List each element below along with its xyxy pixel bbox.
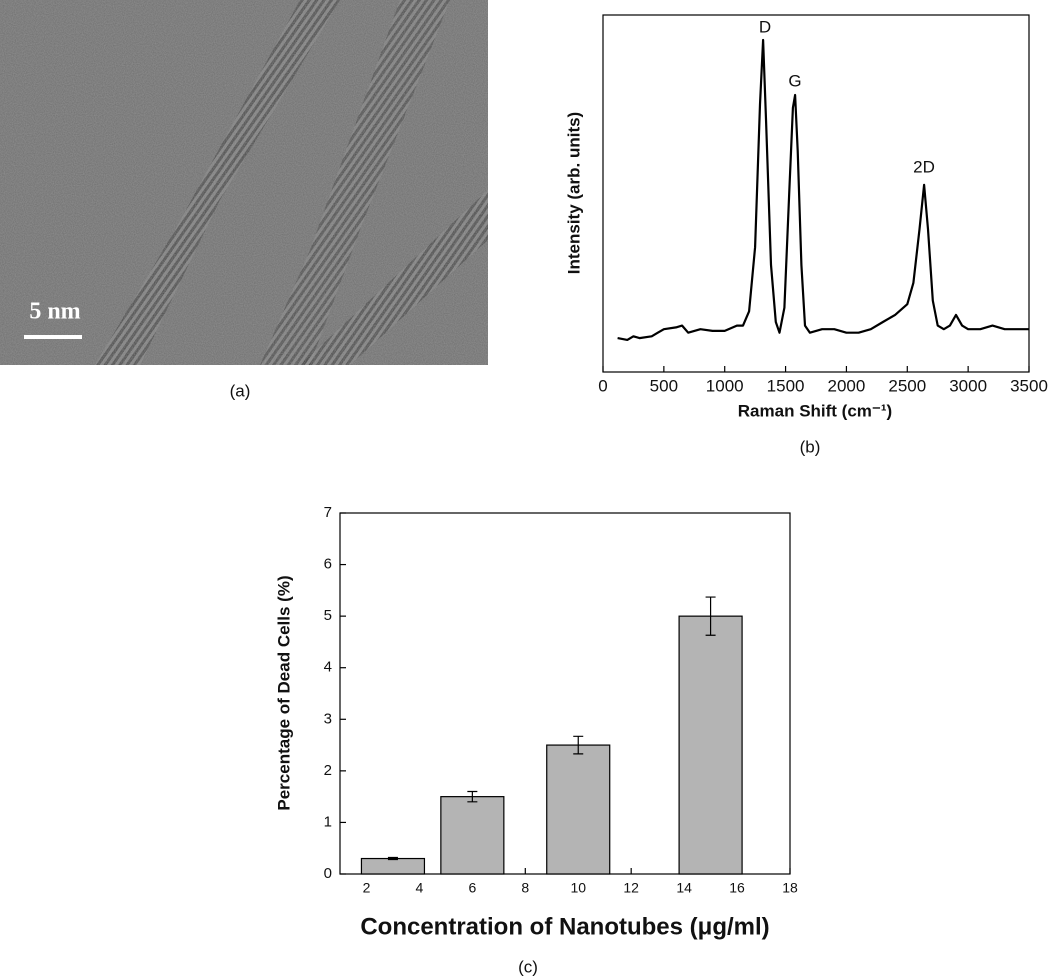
x-tick-label: 3000 [949,376,987,395]
y-tick-label: 1 [324,813,332,830]
caption: (b) [800,437,821,456]
annotation: G [788,71,801,90]
x-tick-label: 2500 [888,376,926,395]
bar [678,615,743,875]
y-tick-label: 0 [324,865,332,882]
x-tick-label: 8 [521,880,529,896]
x-axis-title: Raman Shift (cm⁻¹) [738,401,892,420]
annotation: 2D [913,157,935,176]
x-tick-label: 0 [598,376,607,395]
x-tick-label: 4 [416,880,424,896]
y-tick-label: 6 [324,556,332,573]
x-tick-label: 1000 [706,376,744,395]
x-tick-label: 2 [363,880,371,896]
bar [360,857,426,875]
x-axis-title: Concentration of Nanotubes (μg/ml) [360,913,769,940]
scale-bar-label: 5 nm [29,299,80,325]
y-axis-title: Percentage of Dead Cells (%) [274,575,293,810]
spectrum-line [617,38,1029,341]
error-bar [705,596,716,636]
x-tick-label: 500 [650,376,678,395]
y-axis-title: Intensity (arb. units) [564,112,583,274]
annotation: D [759,17,771,36]
x-tick-label: 12 [623,880,639,896]
caption: (c) [518,957,538,976]
x-tick-label: 1500 [767,376,805,395]
y-tick-label: 4 [324,659,332,676]
x-tick-label: 16 [729,880,745,896]
y-tick-label: 2 [324,762,332,779]
y-tick-label: 5 [324,607,332,624]
x-tick-label: 18 [782,880,798,896]
plot-frame [602,14,1030,373]
caption: (a) [230,381,251,400]
x-tick-label: 2000 [828,376,866,395]
x-tick-label: 14 [676,880,692,896]
x-tick-label: 6 [468,880,476,896]
y-tick-label: 3 [324,710,332,727]
x-tick-label: 3500 [1010,376,1048,395]
x-tick-label: 10 [570,880,586,896]
tem-image [0,0,488,365]
error-bar [573,735,584,755]
error-bar [467,790,478,803]
error-bar [387,856,398,861]
bar [440,796,505,875]
bar [546,744,611,875]
y-tick-label: 7 [324,504,332,521]
